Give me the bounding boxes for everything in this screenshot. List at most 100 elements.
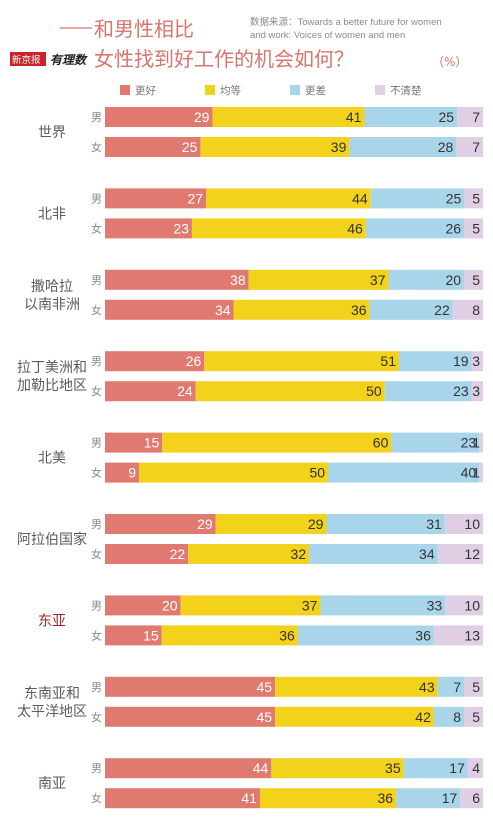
bar-segment — [105, 351, 205, 372]
bar-segment — [479, 462, 483, 483]
data-label: 25 — [446, 190, 462, 206]
data-label: 28 — [438, 139, 454, 155]
data-label: 51 — [380, 353, 396, 369]
data-label: 1 — [472, 435, 480, 451]
bar-segment — [206, 188, 371, 209]
data-label: 29 — [308, 516, 324, 532]
data-label: 19 — [453, 353, 469, 369]
region-label: 南亚 — [38, 776, 66, 792]
bar-segment — [105, 137, 201, 157]
data-label: 15 — [144, 435, 160, 451]
gender-label: 女 — [91, 710, 102, 724]
gender-label: 女 — [91, 791, 102, 805]
bar-segment — [105, 299, 234, 320]
gender-label: 女 — [91, 303, 102, 317]
bar-segment — [212, 107, 365, 127]
data-label: 50 — [366, 383, 382, 399]
data-label: 26 — [446, 220, 462, 236]
chart-title-line2: 女性找到好工作的机会如何？ — [94, 47, 354, 71]
legend-swatch — [120, 85, 130, 95]
data-label: 45 — [257, 679, 273, 695]
bar-segment — [370, 188, 465, 209]
bar-segment — [105, 676, 276, 697]
chart-header: 和男性相比 女性找到好工作的机会如何？ （%） 数据来源：Towards a b… — [10, 16, 467, 71]
gender-label: 男 — [91, 274, 102, 287]
data-label: 1 — [472, 465, 480, 481]
data-label: 9 — [128, 465, 136, 481]
gender-label: 男 — [91, 355, 102, 368]
region-label: 撒哈拉 — [31, 279, 73, 295]
data-label: 45 — [257, 709, 273, 725]
gender-label: 女 — [91, 384, 102, 398]
data-label: 8 — [472, 302, 480, 318]
bar-segment — [364, 107, 458, 127]
region-label: 拉丁美洲和 — [17, 360, 87, 376]
gender-label: 女 — [91, 221, 102, 235]
data-label: 41 — [241, 790, 257, 806]
data-label: 22 — [170, 546, 186, 562]
region-label: 北美 — [38, 451, 66, 467]
legend-swatch — [290, 85, 300, 95]
data-label: 10 — [464, 597, 480, 613]
data-label: 29 — [194, 109, 210, 125]
data-label: 5 — [472, 272, 480, 288]
region-label: 东亚 — [38, 613, 66, 629]
data-label: 50 — [309, 465, 325, 481]
data-label: 7 — [453, 679, 461, 695]
data-label: 20 — [446, 272, 462, 288]
data-label: 5 — [472, 679, 480, 695]
data-label: 36 — [415, 627, 431, 643]
bar-segment — [191, 218, 366, 239]
bar-segment — [105, 107, 213, 127]
bar-segment — [200, 137, 350, 157]
gender-label: 男 — [91, 192, 102, 205]
bar-segment — [464, 269, 483, 290]
bar-segment — [369, 299, 453, 320]
bar-segment — [464, 706, 483, 727]
data-label: 20 — [162, 597, 178, 613]
bar-segment — [464, 218, 483, 239]
bar-segment — [320, 595, 446, 616]
bar-segment — [105, 269, 249, 290]
source-line2: and work: Voices of women and men — [250, 30, 405, 41]
data-label: 35 — [385, 760, 401, 776]
bar-segment — [297, 625, 434, 646]
data-label: 5 — [472, 190, 480, 206]
bar-segment — [105, 381, 196, 402]
data-label: 13 — [464, 627, 480, 643]
region-label: 世界 — [38, 125, 66, 141]
data-label: 7 — [472, 109, 480, 125]
bar-segment — [326, 514, 445, 534]
bar-segment — [188, 544, 310, 564]
region-label: 东南亚和 — [24, 686, 80, 702]
data-label: 40 — [461, 465, 477, 481]
data-label: 33 — [427, 597, 443, 613]
data-label: 8 — [453, 709, 461, 725]
bar-segment — [105, 625, 162, 646]
data-label: 36 — [279, 627, 295, 643]
bar-segment — [403, 758, 468, 779]
data-label: 4 — [472, 760, 480, 776]
data-label: 6 — [472, 790, 480, 806]
bar-segment — [105, 788, 260, 809]
bar-segment — [464, 188, 483, 209]
region-group: 世界 男 29 41 25 7 女 25 39 28 7 — [38, 107, 483, 157]
svg-text:新京报: 新京报 — [12, 54, 41, 66]
legend-label: 更差 — [305, 84, 326, 97]
bar-segment — [437, 544, 483, 564]
chart-title-line1: 和男性相比 — [94, 17, 194, 41]
data-label: 43 — [419, 679, 435, 695]
data-label: 27 — [187, 190, 203, 206]
gender-label: 男 — [91, 111, 102, 124]
region-group: 南亚 男 44 35 17 4 女 41 36 17 6 — [38, 758, 483, 809]
bar-segment — [259, 788, 397, 809]
gender-label: 女 — [91, 547, 102, 561]
bar-segment — [105, 188, 207, 209]
bar-segment — [105, 544, 189, 564]
region-group: 北非 男 27 44 25 5 女 23 46 26 5 — [38, 188, 483, 239]
gender-label: 男 — [91, 437, 102, 450]
data-label: 7 — [472, 139, 480, 155]
